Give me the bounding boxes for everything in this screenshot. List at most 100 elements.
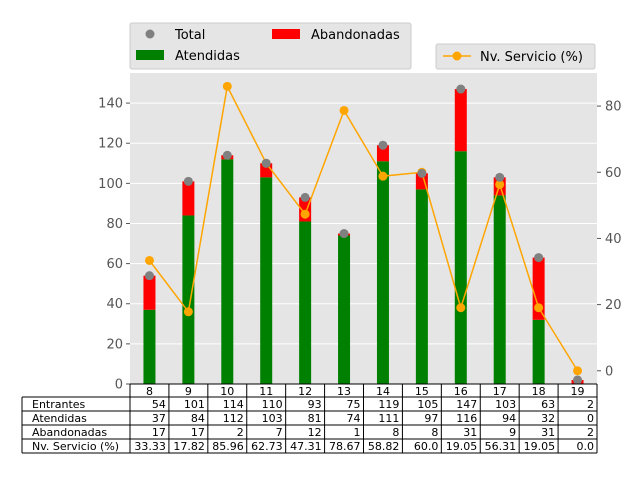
table-cell: 8 bbox=[431, 426, 438, 439]
table-cell: 12 bbox=[308, 426, 322, 439]
service-point bbox=[222, 81, 232, 91]
left-tick-label: 0 bbox=[115, 378, 123, 393]
table-column-header: 13 bbox=[337, 385, 351, 398]
legend-service-marker bbox=[452, 51, 462, 61]
bar-abandonadas bbox=[182, 181, 195, 216]
table-cell: 37 bbox=[152, 412, 166, 425]
table-cell: 112 bbox=[223, 412, 244, 425]
table-cell: 116 bbox=[456, 412, 477, 425]
legend-atendidas-swatch bbox=[136, 50, 164, 60]
legend-total-label: Total bbox=[174, 28, 205, 43]
table-cell: 0 bbox=[587, 412, 594, 425]
table-cell: 119 bbox=[378, 398, 399, 411]
table-row-label: Atendidas bbox=[32, 412, 87, 425]
table-cell: 32 bbox=[541, 412, 555, 425]
table-column-header: 10 bbox=[220, 385, 234, 398]
table-column-header: 8 bbox=[146, 385, 153, 398]
bar-abandonadas bbox=[532, 257, 545, 320]
bar-atendidas bbox=[376, 161, 389, 384]
total-point bbox=[456, 84, 466, 94]
table-cell: 31 bbox=[541, 426, 555, 439]
table-column-header: 15 bbox=[415, 385, 429, 398]
table-column-header: 17 bbox=[493, 385, 507, 398]
table-cell: 9 bbox=[509, 426, 516, 439]
table-cell: 93 bbox=[308, 398, 322, 411]
total-point bbox=[183, 176, 193, 186]
bar-atendidas bbox=[182, 215, 195, 384]
right-y-axis: 0 20 40 60 80 bbox=[597, 100, 622, 379]
table-cell: 54 bbox=[152, 398, 166, 411]
table-cell: 81 bbox=[308, 412, 322, 425]
table-cell: 103 bbox=[495, 398, 516, 411]
table-cell: 75 bbox=[347, 398, 361, 411]
table-cell: 33.33 bbox=[134, 440, 166, 453]
table-column-header: 11 bbox=[259, 385, 273, 398]
table-cell: 84 bbox=[191, 412, 205, 425]
table-cell: 114 bbox=[223, 398, 244, 411]
right-tick-label: 0 bbox=[605, 364, 613, 379]
left-y-axis: 0 20 40 60 80 100 120 140 bbox=[98, 97, 130, 393]
legend-left-box bbox=[129, 22, 412, 70]
bar-atendidas bbox=[221, 159, 234, 384]
legend-atendidas-label: Atendidas bbox=[175, 49, 240, 64]
legend-service-label: Nv. Servicio (%) bbox=[480, 50, 583, 65]
table-cell: 62.73 bbox=[251, 440, 283, 453]
left-tick-label: 100 bbox=[98, 177, 123, 192]
table-column-header: 9 bbox=[185, 385, 192, 398]
table-row-label: Entrantes bbox=[32, 398, 86, 411]
plot-background bbox=[130, 73, 597, 384]
left-tick-label: 140 bbox=[98, 97, 123, 112]
legend-right-box bbox=[435, 43, 596, 70]
service-line-path bbox=[148, 84, 579, 372]
table-row-label: Nv. Servicio (%) bbox=[32, 440, 119, 453]
table-cell: 31 bbox=[463, 426, 477, 439]
left-tick-label: 120 bbox=[98, 137, 123, 152]
right-tick-label: 80 bbox=[605, 100, 622, 115]
left-tick-label: 60 bbox=[106, 257, 123, 272]
service-point bbox=[339, 105, 349, 115]
bar-atendidas bbox=[299, 221, 312, 384]
table-cell: 56.31 bbox=[485, 440, 517, 453]
legend-abandonadas-swatch bbox=[272, 29, 300, 39]
table-cell: 19.05 bbox=[524, 440, 556, 453]
table-cell: 2 bbox=[587, 426, 594, 439]
table-cell: 8 bbox=[392, 426, 399, 439]
bar-abandonadas bbox=[143, 275, 156, 310]
table-cell: 63 bbox=[541, 398, 555, 411]
bar-abandonadas bbox=[376, 145, 389, 162]
table-row-label: Abandonadas bbox=[32, 426, 107, 439]
total-point bbox=[495, 172, 505, 182]
table-cell: 111 bbox=[378, 412, 399, 425]
bar-atendidas bbox=[454, 151, 467, 384]
table-column-header: 19 bbox=[571, 385, 585, 398]
service-point bbox=[378, 171, 388, 181]
bar-atendidas bbox=[338, 235, 351, 384]
total-point bbox=[144, 271, 154, 281]
table-cell: 1 bbox=[354, 426, 361, 439]
total-point bbox=[417, 168, 427, 178]
table-cell: 2 bbox=[587, 398, 594, 411]
table-column-header: 14 bbox=[376, 385, 390, 398]
table-cell: 60.0 bbox=[414, 440, 439, 453]
table-cell: 101 bbox=[184, 398, 205, 411]
table-column-header: 16 bbox=[454, 385, 468, 398]
bar-atendidas bbox=[143, 309, 156, 384]
service-point bbox=[573, 366, 583, 376]
table-cell: 17.82 bbox=[173, 440, 205, 453]
service-point bbox=[144, 255, 154, 265]
right-tick-label: 40 bbox=[605, 232, 622, 247]
service-point bbox=[456, 303, 466, 313]
legend-total-marker bbox=[145, 29, 155, 39]
legend-left: Total Abandonadas Atendidas bbox=[129, 22, 412, 70]
service-point bbox=[300, 209, 310, 219]
bar-atendidas bbox=[493, 195, 506, 384]
total-point bbox=[534, 253, 544, 263]
service-point bbox=[183, 307, 193, 317]
table-cell: 0.0 bbox=[577, 440, 595, 453]
grid bbox=[130, 102, 597, 385]
right-tick-label: 20 bbox=[605, 298, 622, 313]
table-cell: 74 bbox=[347, 412, 361, 425]
total-points bbox=[144, 84, 583, 385]
table-cell: 7 bbox=[276, 426, 283, 439]
